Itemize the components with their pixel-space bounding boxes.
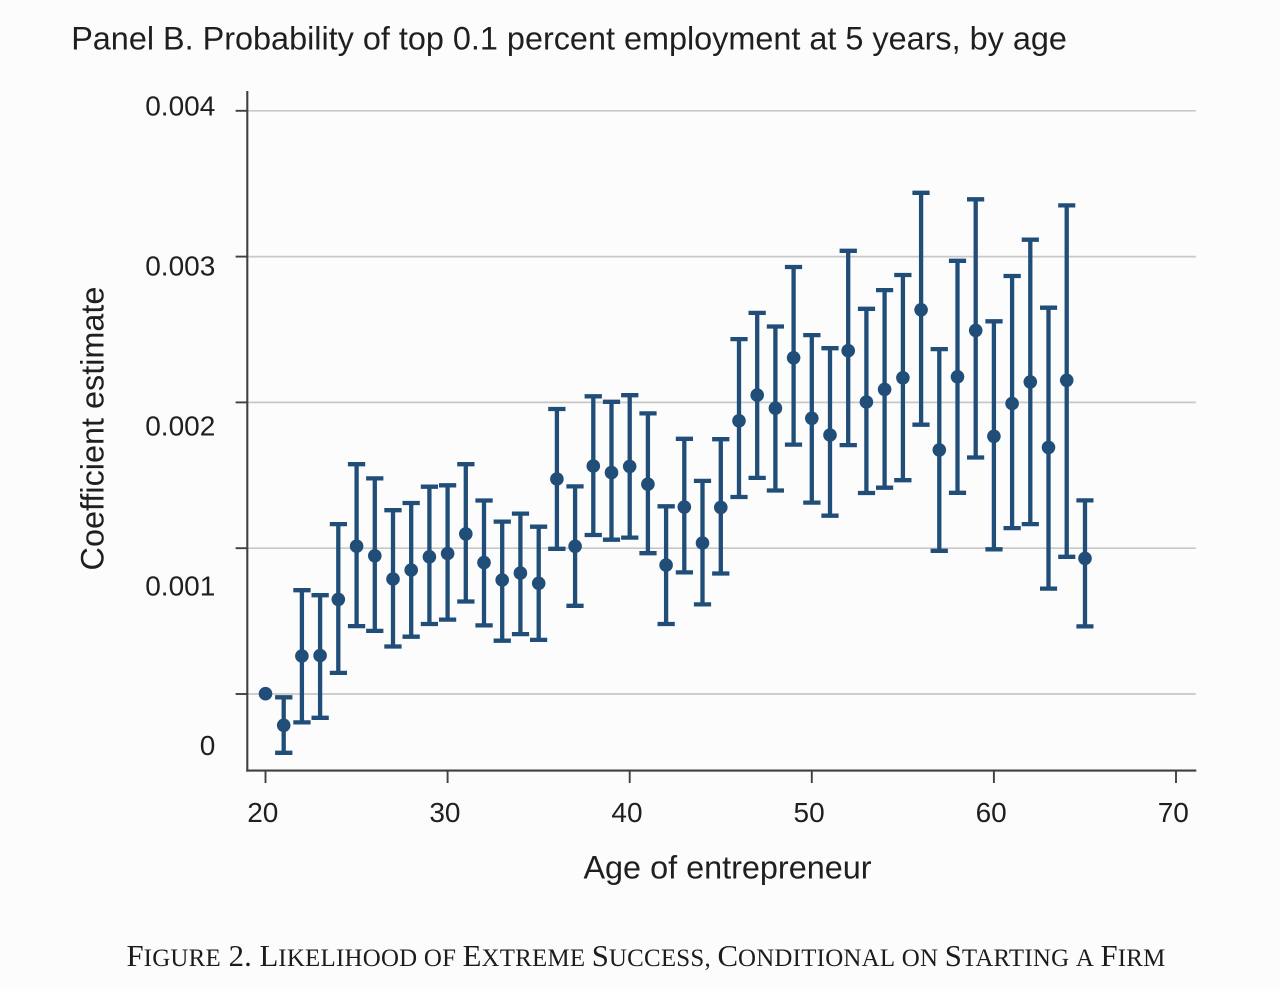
svg-text:50: 50 [794, 797, 825, 828]
svg-text:Age of entrepreneur: Age of entrepreneur [583, 850, 871, 886]
svg-text:30: 30 [429, 797, 460, 828]
svg-text:20: 20 [247, 797, 278, 828]
svg-text:60: 60 [976, 797, 1007, 828]
svg-text:0.002: 0.002 [145, 410, 215, 441]
svg-text:40: 40 [611, 797, 642, 828]
svg-text:0: 0 [200, 730, 216, 761]
svg-text:0.004: 0.004 [145, 91, 215, 122]
svg-text:Panel B. Probability of top 0.: Panel B. Probability of top 0.1 percent … [71, 20, 1067, 56]
svg-text:Coefficient estimate: Coefficient estimate [75, 287, 111, 571]
svg-text:0.001: 0.001 [145, 570, 215, 601]
svg-text:70: 70 [1158, 797, 1189, 828]
svg-text:0.003: 0.003 [145, 251, 215, 282]
